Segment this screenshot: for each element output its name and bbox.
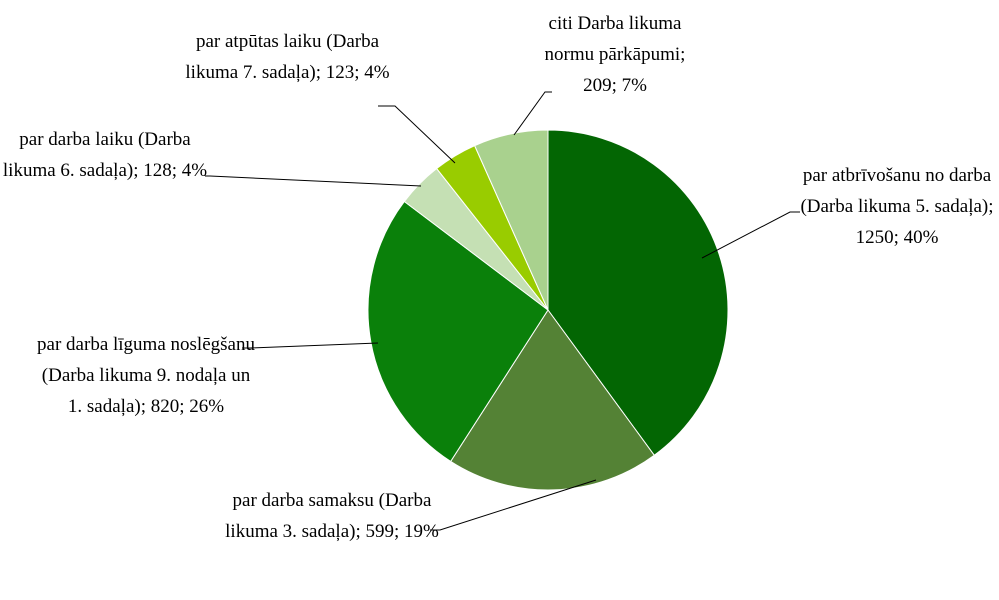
leader-line	[205, 175, 422, 187]
data-label: par atpūtas laiku (Darba likuma 7. sadaļ…	[185, 31, 390, 83]
pie-slice	[449, 309, 655, 491]
leader-line	[242, 342, 379, 349]
pie-slice	[367, 200, 549, 463]
data-label: par darba laiku (Darba likuma 6. sadaļa)…	[2, 129, 208, 181]
data-label: par darba samaksu (Darba likuma 3. sadaļ…	[225, 490, 439, 542]
leader-line	[378, 105, 456, 164]
leader-line	[513, 91, 552, 136]
pie-slice	[547, 129, 729, 456]
leader-line	[430, 479, 597, 531]
data-label: citi Darba likuma normu pārkāpumi; 209; …	[544, 13, 686, 96]
data-label: par atbrīvošanu no darba (Darba likuma 5…	[800, 165, 994, 248]
leader-line	[701, 211, 800, 259]
data-label: par darba līguma noslēgšanu (Darba likum…	[37, 334, 255, 417]
pie-slice	[473, 129, 549, 311]
